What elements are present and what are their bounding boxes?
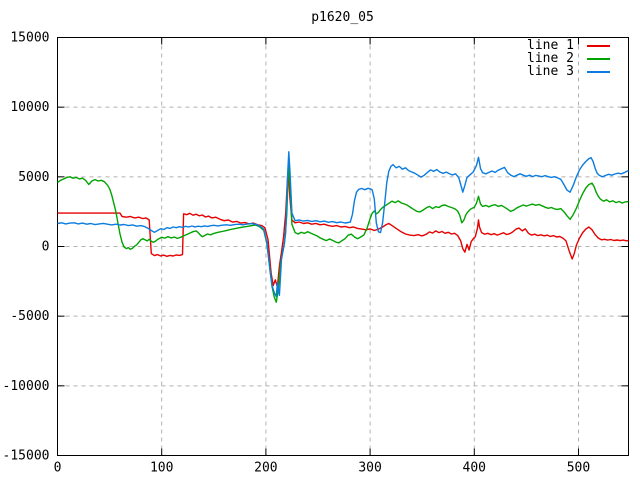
legend-item: line 1 [527,39,610,52]
x-axis-tick-label: 0 [54,461,62,476]
series-line-2 [57,157,629,303]
y-axis-tick-label: 5000 [18,170,49,185]
legend-label-line-3: line 3 [527,64,574,79]
x-axis-tick-label: 400 [463,461,486,476]
y-axis-tick-label: 10000 [10,100,49,115]
legend-label-line-1: line 1 [527,38,574,53]
x-axis-tick-label: 100 [150,461,173,476]
legend: line 1 line 2 line 3 [527,39,610,78]
legend-sample-line-1 [587,44,610,47]
series-line-1 [57,171,629,288]
x-axis-tick-label: 500 [567,461,590,476]
chart-title: p1620_05 [311,10,374,25]
x-axis-tick-label: 200 [254,461,277,476]
y-axis-tick-label: -15000 [3,449,50,464]
y-axis-tick-label: -5000 [10,309,49,324]
legend-label-line-2: line 2 [527,51,574,66]
legend-sample-line-2 [587,57,610,60]
plot-border [57,37,629,456]
legend-sample-line-3 [587,70,610,73]
y-axis-tick-label: 0 [42,240,50,255]
y-axis-tick-label: -10000 [3,379,50,394]
legend-item: line 3 [527,65,610,78]
series-line-3 [57,151,629,298]
legend-item: line 2 [527,52,610,65]
x-axis-tick-label: 300 [358,461,381,476]
y-axis-tick-label: 15000 [10,31,49,46]
